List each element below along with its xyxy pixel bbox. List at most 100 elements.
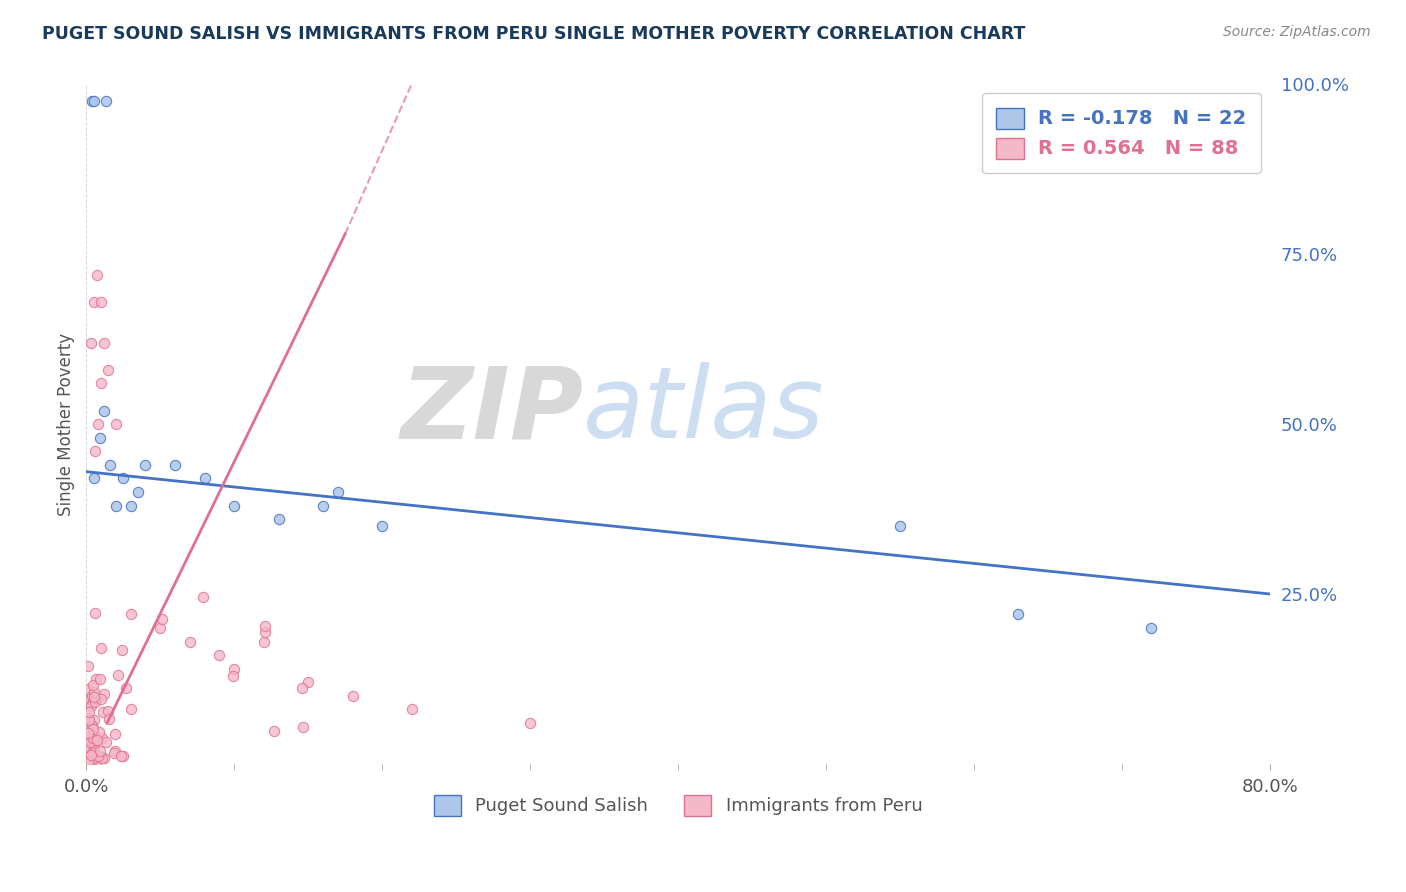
Text: ZIP: ZIP [401,362,583,459]
Point [97,363,120,377]
Point [224,499,246,513]
Point [297,675,319,690]
Point [191,590,214,604]
Point [111,642,134,657]
Point [889,519,911,533]
Point [87,749,110,764]
Point [76,756,98,770]
Point [112,749,135,764]
Point [82,95,104,109]
Point [115,681,138,695]
Point [224,662,246,676]
Point [104,499,127,513]
Point [86,733,108,747]
Point [91,706,114,720]
Text: atlas: atlas [583,362,825,459]
Y-axis label: Single Mother Poverty: Single Mother Poverty [58,333,75,516]
Point [120,607,142,622]
Point [104,417,127,431]
Point [263,723,285,738]
Point [371,519,394,533]
Legend: Puget Sound Salish, Immigrants from Peru: Puget Sound Salish, Immigrants from Peru [426,788,929,822]
Point [93,403,115,417]
Point [84,444,107,458]
Point [222,669,245,683]
Point [342,689,364,703]
Point [82,695,104,709]
Point [134,458,156,472]
Point [77,754,100,768]
Point [80,689,103,703]
Point [519,716,541,731]
Point [76,659,98,673]
Point [83,294,105,309]
Point [84,695,107,709]
Point [104,727,127,741]
Point [1140,621,1163,635]
Point [77,713,100,727]
Point [76,711,98,725]
Point [79,705,101,719]
Point [89,744,111,758]
Point [194,471,217,485]
Point [86,756,108,771]
Point [82,722,104,736]
Point [94,735,117,749]
Point [82,751,104,765]
Point [83,751,105,765]
Point [82,741,104,756]
Point [291,681,314,695]
Point [149,621,172,635]
Point [89,750,111,764]
Point [93,687,115,701]
Point [103,746,125,760]
Point [165,458,187,472]
Point [76,681,98,696]
Point [79,747,101,762]
Point [79,692,101,706]
Point [150,612,173,626]
Point [87,725,110,739]
Point [97,704,120,718]
Point [291,720,314,734]
Point [120,701,142,715]
Point [83,742,105,756]
Point [84,691,107,706]
Point [94,95,117,109]
Point [79,755,101,769]
Point [79,740,101,755]
Point [77,731,100,746]
Point [120,499,142,513]
Point [90,376,112,391]
Point [77,731,100,745]
Point [104,744,127,758]
Point [254,625,277,640]
Point [79,734,101,748]
Point [83,685,105,699]
Point [80,335,103,350]
Point [312,499,335,513]
Point [80,732,103,747]
Point [76,739,98,754]
Point [89,749,111,764]
Point [401,702,423,716]
Point [76,726,98,740]
Point [82,747,104,761]
Point [97,712,120,726]
Point [84,672,107,686]
Point [93,335,115,350]
Point [83,471,105,485]
Point [84,606,107,620]
Point [112,471,135,485]
Text: Source: ZipAtlas.com: Source: ZipAtlas.com [1223,25,1371,39]
Point [89,672,111,686]
Point [93,751,115,765]
Point [86,691,108,706]
Point [86,268,108,282]
Point [98,458,121,472]
Point [1007,607,1029,622]
Point [107,668,129,682]
Point [179,634,201,648]
Point [80,698,103,713]
Point [90,731,112,746]
